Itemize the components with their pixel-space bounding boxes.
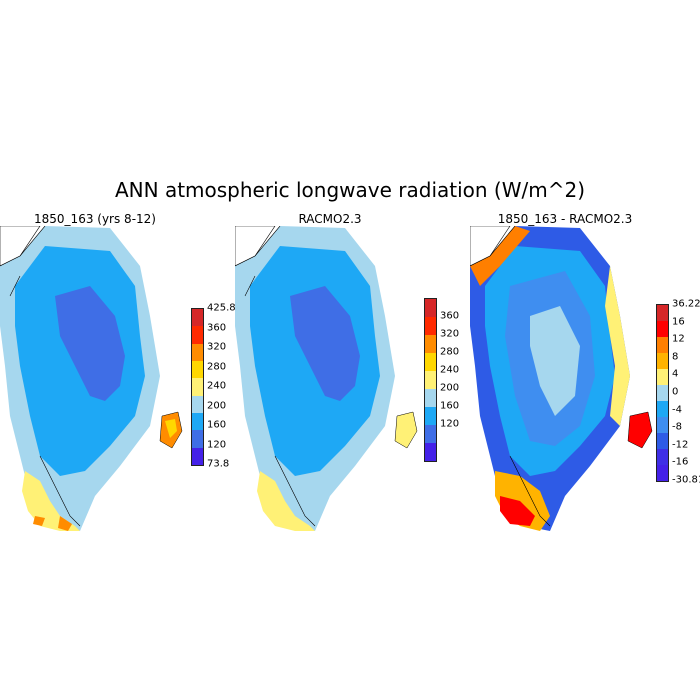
panel-title-model: 1850_163 (yrs 8-12) xyxy=(34,212,156,226)
colorbar-swatch xyxy=(425,425,436,443)
colorbar-racmo: 360 320 280 240 200 160 120 xyxy=(424,298,464,462)
colorbar-swatch xyxy=(192,309,203,327)
colorbar-label: 280 xyxy=(440,346,460,358)
colorbar-label: 16 xyxy=(672,316,685,328)
colorbar-swatch xyxy=(657,433,668,449)
colorbar-label: 120 xyxy=(207,439,227,450)
colorbar-label: 360 xyxy=(207,322,227,333)
colorbar-swatch xyxy=(192,395,203,413)
colorbar-box xyxy=(656,304,669,482)
greenland-map-racmo xyxy=(235,226,418,531)
colorbar-swatch xyxy=(425,443,436,461)
colorbar-label: -30.81 xyxy=(672,474,700,486)
colorbar-swatch xyxy=(657,449,668,465)
colorbar-model: 425.8 360 320 280 240 200 160 120 73.8 xyxy=(191,303,236,470)
colorbar-label: 320 xyxy=(440,328,460,340)
colorbar-label: 160 xyxy=(440,400,460,412)
colorbar-swatch xyxy=(657,417,668,433)
panel-title-racmo: RACMO2.3 xyxy=(298,212,362,226)
colorbar-swatch xyxy=(657,369,668,385)
panel-model: 1850_163 (yrs 8-12) 425.8 360 320 280 240 200… xyxy=(0,212,236,532)
colorbar-label: -12 xyxy=(672,439,689,451)
colorbar-label: 160 xyxy=(207,419,227,431)
colorbar-swatch xyxy=(657,401,668,417)
panel-racmo: RACMO2.3 360 320 280 240 200 160 120 xyxy=(235,212,460,532)
colorbar-swatch xyxy=(425,335,436,353)
colorbar-swatch xyxy=(192,413,203,431)
colorbar-difference: 36.22 16 12 8 4 0 -4 -8 -12 -16 -30.81 xyxy=(656,299,700,486)
colorbar-label: 240 xyxy=(207,380,227,392)
colorbar-swatch xyxy=(657,337,668,353)
colorbar-swatch xyxy=(657,353,668,369)
colorbar-swatch xyxy=(192,326,203,344)
colorbar-label: 425.8 xyxy=(207,302,236,314)
colorbar-label: 12 xyxy=(672,333,685,345)
colorbar-label: 73.8 xyxy=(207,458,230,470)
colorbar-swatch xyxy=(425,407,436,425)
colorbar-label: 240 xyxy=(440,364,460,376)
colorbar-label: 0 xyxy=(672,386,679,398)
colorbar-swatch xyxy=(657,305,668,321)
panel-difference: 1850_163 - RACMO2.3 36.22 16 12 8 4 0 -4 -8 -12 -… xyxy=(470,212,700,532)
colorbar-label: 8 xyxy=(672,351,679,363)
colorbar-swatch xyxy=(657,321,668,337)
colorbar-swatch xyxy=(425,371,436,389)
greenland-map-difference xyxy=(470,226,653,531)
colorbar-swatch xyxy=(192,447,203,465)
colorbar-box xyxy=(191,308,204,466)
colorbar-swatch xyxy=(425,317,436,335)
colorbar-label: 36.22 xyxy=(672,298,700,310)
colorbar-label: -4 xyxy=(672,404,682,416)
greenland-map-model xyxy=(0,226,183,531)
colorbar-label: 200 xyxy=(440,382,460,394)
colorbar-swatch xyxy=(192,378,203,396)
colorbar-swatch xyxy=(657,385,668,401)
colorbar-label: 280 xyxy=(207,361,227,372)
colorbar-label: 360 xyxy=(440,310,460,322)
colorbar-swatch xyxy=(425,389,436,407)
colorbar-box xyxy=(424,298,437,462)
colorbar-swatch xyxy=(657,465,668,481)
colorbar-label: 120 xyxy=(440,418,460,430)
colorbar-swatch xyxy=(425,299,436,317)
colorbar-swatch xyxy=(192,361,203,379)
colorbar-swatch xyxy=(425,353,436,371)
colorbar-label: 200 xyxy=(207,400,227,411)
panel-title-difference: 1850_163 - RACMO2.3 xyxy=(497,212,633,226)
colorbar-label: -8 xyxy=(672,421,682,433)
colorbar-label: 320 xyxy=(207,341,227,353)
colorbar-label: -16 xyxy=(672,456,689,468)
main-title: ANN atmospheric longwave radiation (W/m^… xyxy=(114,178,586,202)
colorbar-swatch xyxy=(192,430,203,448)
colorbar-swatch xyxy=(192,343,203,361)
colorbar-label: 4 xyxy=(672,368,679,380)
